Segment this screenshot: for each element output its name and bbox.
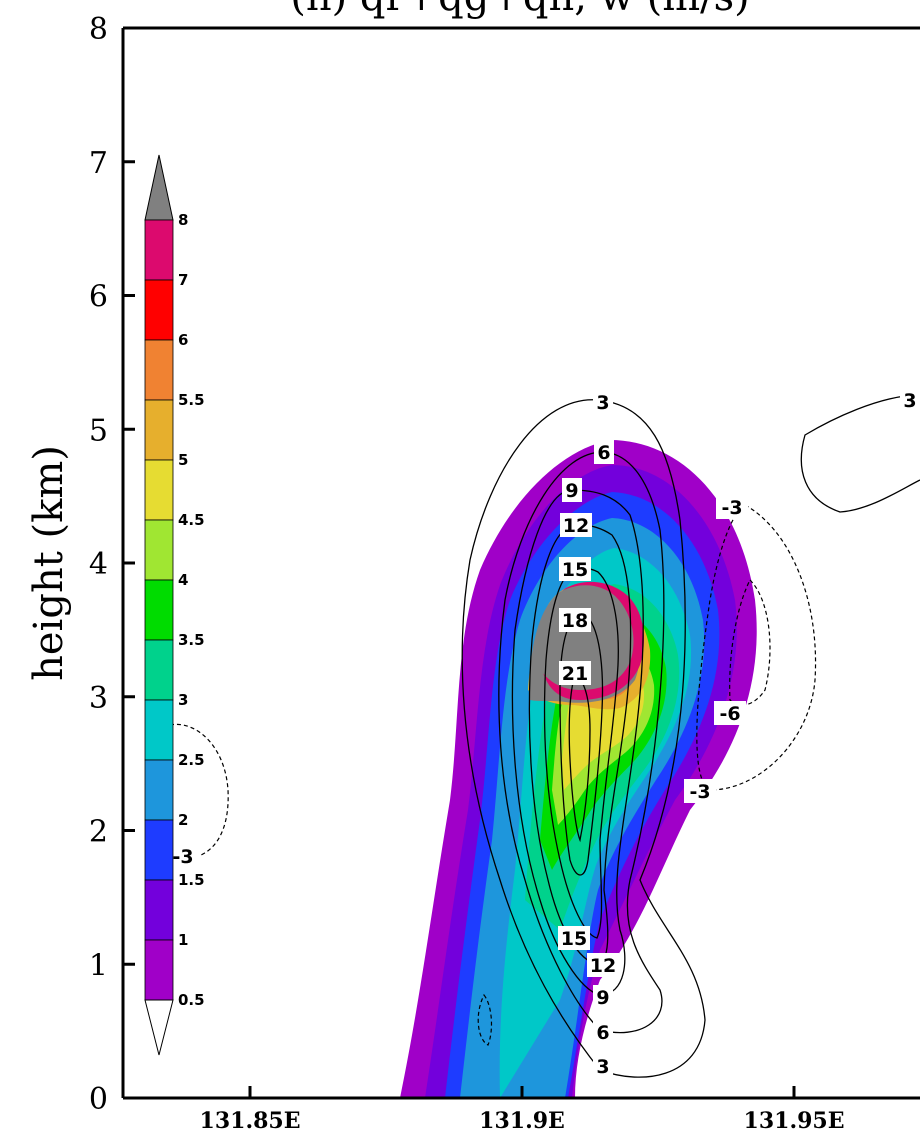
contour-label-bg: [593, 1054, 613, 1078]
colorbar-extend-min: [144, 999, 174, 1056]
contour-15: [543, 566, 619, 939]
colorbar-segment: [144, 879, 174, 941]
colorbar-segment: [144, 759, 174, 821]
y-tick-label: 8: [89, 12, 108, 47]
colorbar-segment: [144, 699, 174, 761]
contour-9: [511, 489, 644, 996]
x-axis: 131.85E 131.9E 131.95E: [200, 1086, 845, 1134]
colorbar-segment: [144, 519, 174, 581]
contour-label: 3: [596, 392, 609, 414]
w-contours: [461, 394, 920, 1078]
x-tick-label: 131.95E: [744, 1108, 845, 1134]
colorbar-label: 3: [178, 691, 188, 709]
contour-label: 15: [562, 559, 588, 581]
colorbar-segment: [144, 339, 174, 401]
colorbar-segment: [144, 459, 174, 521]
colorbar-segment: [144, 279, 174, 341]
x-tick-label: 131.9E: [479, 1108, 565, 1134]
colorbar-label: 2: [178, 811, 188, 829]
colorbar-label: 5: [178, 451, 188, 469]
colorbar-extend-max: [144, 154, 174, 221]
contour-label-bg: [558, 926, 590, 950]
colorbar-label: 1.5: [178, 871, 205, 889]
colorbar-label: 0.5: [178, 991, 205, 1009]
contour-label-bg: [593, 1020, 613, 1044]
contour-label: 21: [562, 663, 588, 685]
colorbar-segment: [144, 219, 174, 281]
contour-label: 3: [596, 1056, 609, 1078]
colorbar: 8 7 6 5.5 5 4.5 4 3.5 3 2.5 2 1.5 1 0.5: [144, 154, 205, 1056]
colorbar-label: 3.5: [178, 631, 205, 649]
colorbar-label: 7: [178, 271, 188, 289]
contour-label: 9: [565, 480, 578, 502]
contour-label: 6: [596, 1022, 609, 1044]
y-tick-label: 5: [89, 413, 108, 448]
colorbar-label: 5.5: [178, 391, 205, 409]
colorbar-segment: [144, 399, 174, 461]
contour-label: -3: [172, 846, 193, 868]
contour-label-bg: [716, 495, 748, 519]
y-axis-title: height (km): [26, 445, 72, 681]
y-tick-label: 6: [89, 280, 108, 315]
contour-3: [461, 399, 706, 1078]
contour-6: [498, 451, 665, 1034]
contour-label-bg: [594, 440, 614, 464]
contour-label: 18: [562, 610, 588, 632]
y-tick-label: 1: [89, 948, 108, 983]
contour-12: [528, 524, 632, 966]
contour-label-bg: [900, 388, 920, 412]
contour-label-bg: [560, 513, 592, 537]
contour-label: -3: [689, 781, 710, 803]
colorbar-label: 1: [178, 931, 188, 949]
contour-label: -6: [719, 703, 740, 725]
contour-3-right: [800, 394, 920, 513]
colorbar-label: 4.5: [178, 511, 205, 529]
colorbar-segment: [144, 639, 174, 701]
contour-neg3-small: [477, 993, 493, 1046]
contour-label: 15: [561, 928, 587, 950]
contour-label: -3: [721, 497, 742, 519]
colorbar-segment: [144, 939, 174, 1001]
contour-label-bg: [559, 661, 591, 685]
y-tick-label: 7: [89, 146, 108, 181]
contour-label: 12: [590, 955, 616, 977]
chart-title: (h) qr+qg+qh, w (m/s): [290, 0, 750, 20]
contour-label: 6: [597, 442, 610, 464]
contour-label-bg: [559, 557, 591, 581]
y-tick-label: 3: [89, 681, 108, 716]
contour-label-bg: [593, 390, 613, 414]
colorbar-label: 2.5: [178, 751, 205, 769]
colorbar-label: 8: [178, 211, 188, 229]
colorbar-label: 4: [178, 571, 188, 589]
y-axis: 0 1 2 3 4 5 6 7 8: [89, 12, 135, 1117]
x-tick-label: 131.85E: [200, 1108, 301, 1134]
contour-18: [559, 614, 604, 876]
contour-label: 9: [596, 987, 609, 1009]
contour-label: 12: [563, 515, 589, 537]
contour-label: 3: [903, 390, 916, 412]
contour-label-bg: [684, 779, 716, 803]
shaded-field: [400, 440, 757, 1098]
y-tick-label: 0: [89, 1082, 108, 1117]
y-tick-label: 2: [89, 815, 108, 850]
colorbar-segment: [144, 579, 174, 641]
contour-21: [568, 674, 591, 843]
contour-label-bg: [562, 478, 582, 502]
y-tick-label: 4: [89, 547, 108, 582]
colorbar-segment: [144, 819, 174, 881]
contour-label-bg: [559, 608, 591, 632]
contour-label-bg: [593, 985, 613, 1009]
contour-label-bg: [587, 953, 619, 977]
contour-label-bg: [714, 701, 746, 725]
colorbar-label: 6: [178, 331, 188, 349]
contour-neg3-left: [169, 723, 229, 859]
